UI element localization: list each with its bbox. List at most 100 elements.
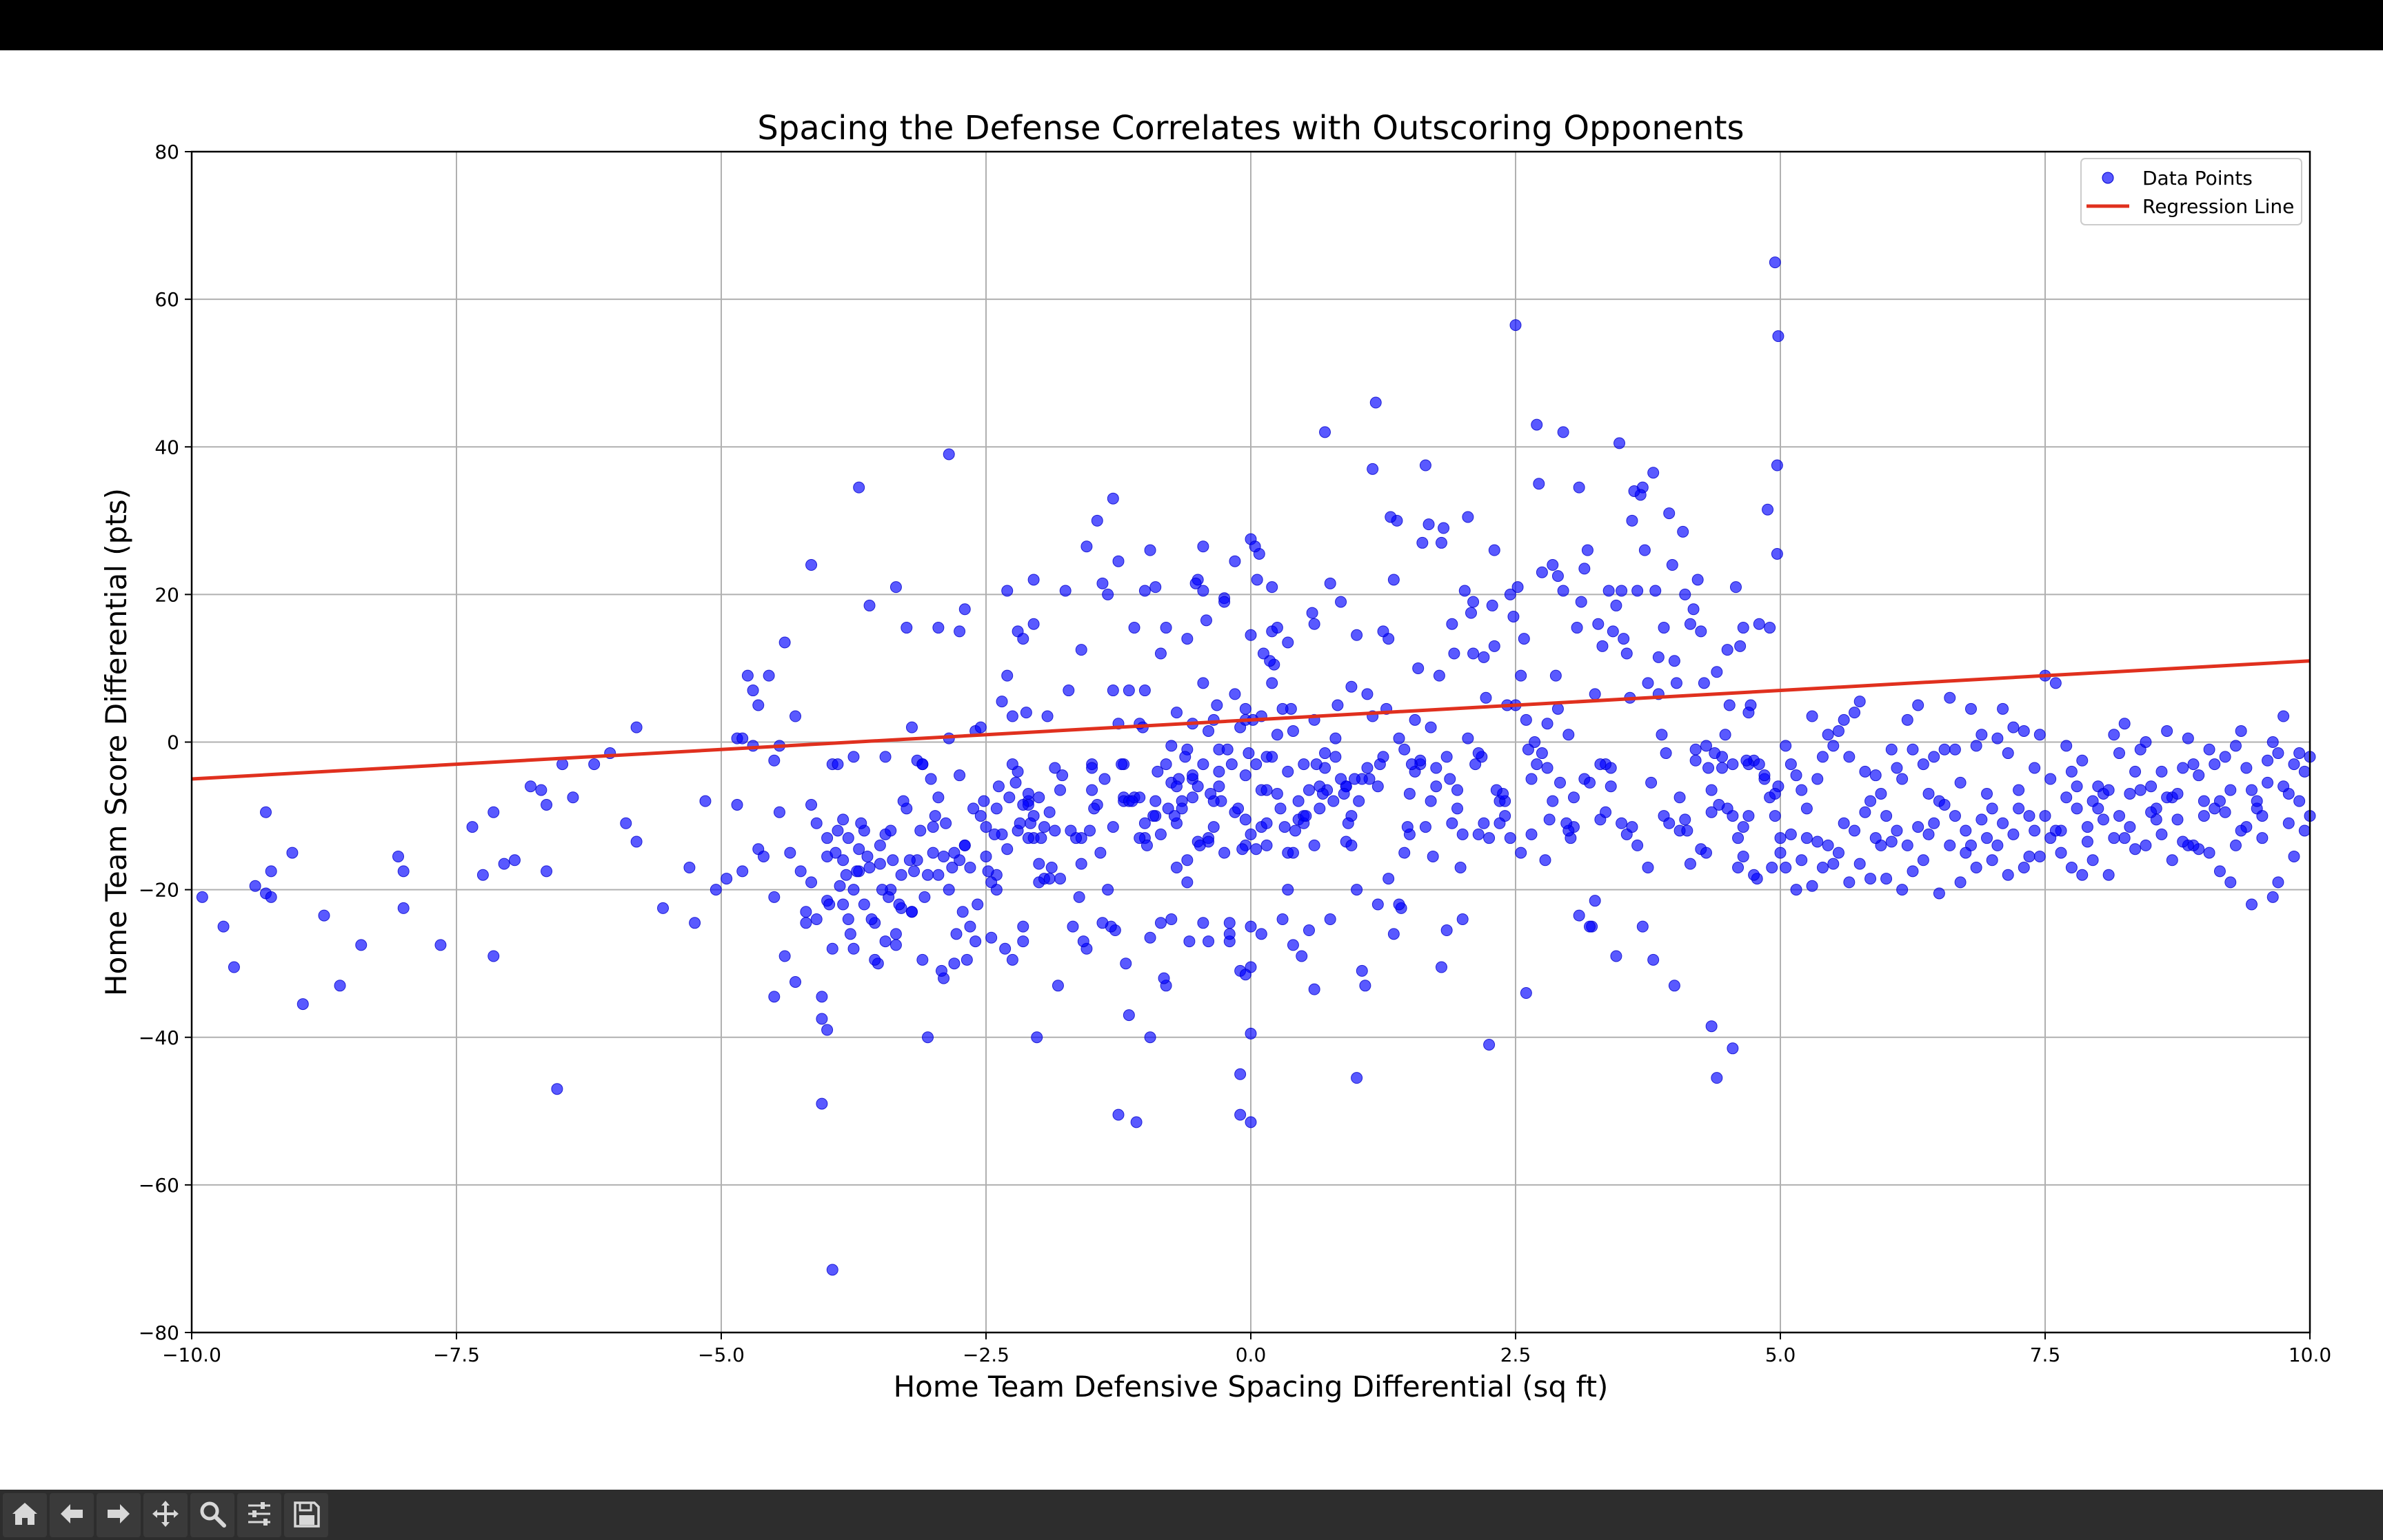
forward-arrow-button[interactable] (97, 1492, 141, 1537)
data-point (1618, 633, 1630, 645)
data-point (2134, 784, 2146, 796)
data-point (2278, 710, 2290, 722)
data-point (1689, 743, 1702, 756)
data-point (1374, 758, 1386, 771)
data-point (1049, 824, 1061, 837)
data-point (1416, 536, 1429, 549)
data-point (2071, 802, 2083, 815)
data-point (1393, 898, 1405, 911)
zoom-magnifier-button[interactable] (190, 1492, 234, 1537)
data-point (1425, 795, 1437, 807)
data-point (1880, 810, 1893, 822)
data-point (1631, 585, 1644, 597)
data-point (1025, 817, 1037, 829)
data-point (1245, 1027, 1257, 1040)
data-point (1784, 758, 1797, 771)
data-point (1451, 784, 1464, 796)
data-point (556, 758, 569, 771)
data-point (1080, 540, 1093, 553)
data-point (1221, 743, 1234, 756)
data-point (1790, 884, 1802, 896)
data-point (1162, 802, 1174, 815)
home-button[interactable] (3, 1492, 47, 1537)
data-point (1991, 839, 2004, 851)
data-point (1780, 740, 1792, 752)
data-point (1144, 931, 1156, 944)
data-point (1006, 953, 1018, 966)
back-arrow-button[interactable] (50, 1492, 94, 1537)
data-point (2161, 725, 2173, 737)
data-point (1864, 873, 1877, 885)
data-point (1822, 729, 1834, 741)
data-point (2018, 862, 2030, 874)
data-point (630, 835, 643, 848)
data-point (1438, 522, 1450, 534)
data-point (1022, 787, 1034, 800)
data-point (1345, 680, 1358, 693)
data-point (1456, 913, 1469, 925)
scatter-chart: −10.0 −7.5 −5.0 −2.5 0.0 2.5 5.0 7.5 10.0 −80 −60 −… (99, 109, 2331, 1404)
save-disk-button[interactable] (284, 1492, 328, 1537)
data-point (1266, 581, 1278, 594)
data-point (1371, 780, 1384, 793)
data-point (905, 721, 918, 733)
data-point (1727, 810, 1739, 822)
data-point (731, 799, 743, 811)
data-point (1289, 824, 1302, 837)
data-point (1006, 758, 1018, 771)
data-point (861, 850, 874, 862)
data-point (1245, 629, 1257, 641)
data-point (1607, 625, 1619, 638)
data-point (778, 636, 791, 649)
data-point (1324, 577, 1336, 589)
data-point (1335, 596, 1347, 608)
data-point (1239, 813, 1251, 826)
data-point (1367, 463, 1379, 475)
data-point (1345, 839, 1358, 851)
data-point (1003, 791, 1016, 804)
data-point (1398, 743, 1411, 756)
axis-ticks: −10.0 −7.5 −5.0 −2.5 0.0 2.5 5.0 7.5 10.0 −80 −60 −… (139, 141, 2331, 1366)
data-point (1203, 725, 1215, 737)
data-point (1045, 862, 1058, 874)
data-point (1160, 622, 1172, 634)
data-point (1260, 817, 1273, 829)
data-point (821, 1024, 834, 1036)
data-point (1891, 824, 1903, 837)
data-point (1020, 707, 1032, 719)
data-point (1642, 862, 1654, 874)
data-point (1154, 917, 1167, 929)
data-point (1483, 1038, 1496, 1051)
data-point (1511, 581, 1524, 594)
data-point (2293, 747, 2306, 760)
configure-subplots-button[interactable] (237, 1492, 281, 1537)
data-point (1560, 817, 1573, 829)
data-point (950, 928, 963, 940)
data-point (1401, 821, 1414, 833)
data-point (2023, 810, 2035, 822)
data-point (1859, 806, 1871, 818)
data-point (853, 481, 865, 494)
data-point (2298, 824, 2311, 837)
data-point (1223, 928, 1236, 940)
data-point (2065, 862, 2078, 874)
data-point (1891, 762, 1903, 774)
data-point (1800, 802, 1813, 815)
data-point (1329, 732, 1342, 744)
data-point (1859, 765, 1871, 778)
data-point (1734, 640, 1747, 652)
data-point (842, 832, 854, 844)
data-point (1769, 256, 1781, 269)
data-point (318, 909, 330, 922)
figure-canvas: −10.0 −7.5 −5.0 −2.5 0.0 2.5 5.0 7.5 10.0 −80 −60 −… (0, 50, 2383, 1490)
data-point (2108, 832, 2120, 844)
data-point (840, 869, 852, 881)
data-point (855, 817, 867, 829)
data-point (1811, 835, 1824, 848)
data-point (1907, 865, 1919, 878)
data-point (847, 751, 860, 763)
data-point (1239, 702, 1251, 715)
data-point (1849, 707, 1861, 719)
pan-move-button[interactable] (143, 1492, 188, 1537)
data-point (1120, 958, 1132, 970)
